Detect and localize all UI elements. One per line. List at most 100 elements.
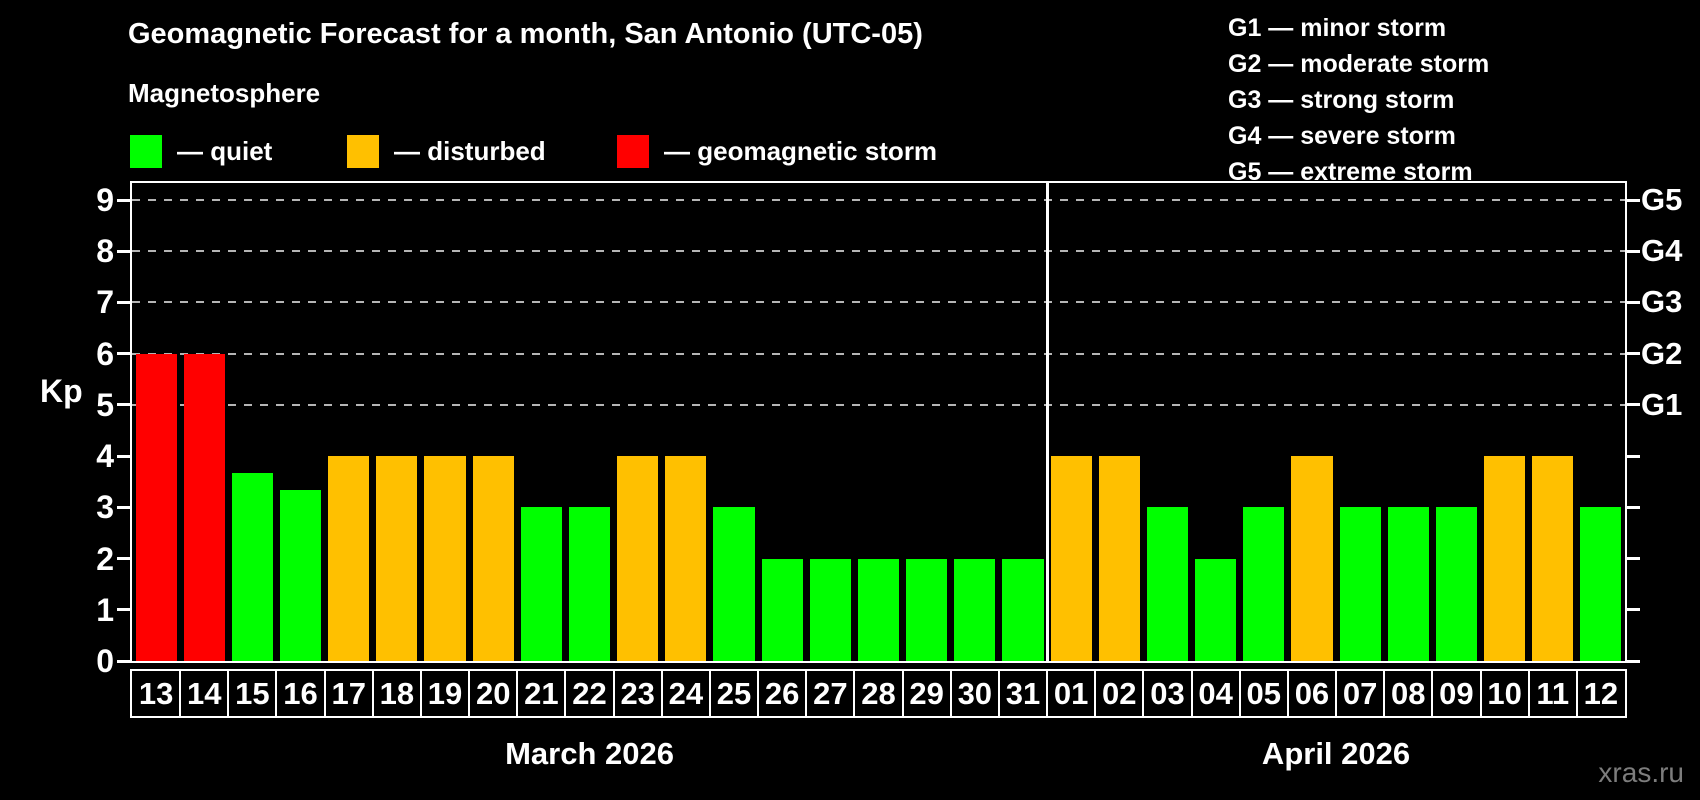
- day-label-21: 21: [524, 676, 559, 711]
- y-tick-left-8: [117, 249, 130, 253]
- day-axis-row: 13 14 15 16 17 18 19 20 21 22 23 24 25 26 27 28 29 30 31 01…: [130, 669, 1627, 718]
- y-tick-right-3: [1627, 505, 1640, 509]
- day-label-30: 30: [957, 676, 993, 711]
- day-box-separator: [708, 671, 711, 716]
- page-title: Geomagnetic Forecast for a month, San An…: [128, 18, 923, 50]
- day-label-27: 27: [813, 676, 848, 711]
- y-tick-right-7: [1627, 300, 1640, 304]
- day-box-separator: [997, 671, 1000, 716]
- day-box-separator: [853, 671, 856, 716]
- y-tick-left-1: [117, 608, 130, 612]
- day-box-separator: [516, 671, 519, 716]
- kp-bar-day-17: [328, 456, 370, 661]
- kp-bar-day-09: [1435, 507, 1477, 661]
- day-label-25: 25: [716, 676, 752, 711]
- y-tick-label-3: 3: [96, 489, 114, 526]
- day-box-separator: [564, 671, 567, 716]
- day-label-28: 28: [861, 676, 896, 711]
- y-tick-right-9: [1627, 198, 1640, 202]
- month-label-march: March 2026: [505, 736, 674, 771]
- gridline-kp9: [132, 199, 1625, 201]
- day-label-18: 18: [379, 676, 415, 711]
- kp-bar-day-13: [135, 353, 177, 661]
- kp-bar-day-16: [279, 490, 322, 661]
- y-tick-left-3: [117, 505, 130, 509]
- day-label-06: 06: [1294, 676, 1330, 711]
- y-tick-right-6: [1627, 352, 1640, 356]
- kp-bar-day-02: [1098, 456, 1140, 661]
- legend-swatch-storm: [617, 134, 649, 168]
- month-labels-row: March 2026 April 2026: [132, 736, 1625, 772]
- day-label-13: 13: [138, 676, 174, 711]
- day-box-separator: [1142, 671, 1145, 716]
- legend-label-disturbed: — disturbed: [394, 136, 546, 166]
- day-label-07: 07: [1342, 676, 1378, 711]
- y-tick-label-8: 8: [96, 233, 114, 270]
- kp-bar-day-15: [231, 473, 273, 661]
- day-box-separator: [1527, 671, 1530, 716]
- right-axis-label-g3: G3: [1641, 284, 1683, 320]
- day-box-separator: [1383, 671, 1386, 716]
- day-box-separator: [1238, 671, 1241, 716]
- storm-scale-line-g4: G4 — severe storm: [1228, 122, 1456, 150]
- y-tick-left-0: [117, 659, 130, 663]
- day-box-separator: [757, 671, 760, 716]
- day-label-19: 19: [427, 676, 463, 711]
- day-label-23: 23: [620, 676, 655, 711]
- kp-bar-day-19: [424, 456, 466, 661]
- day-box-separator: [1286, 671, 1289, 716]
- y-tick-label-1: 1: [96, 591, 114, 628]
- month-divider: [1045, 183, 1049, 661]
- y-tick-left-9: [117, 198, 130, 202]
- day-box-separator: [1046, 671, 1049, 716]
- kp-bar-day-08: [1387, 507, 1429, 661]
- y-tick-label-7: 7: [96, 284, 114, 321]
- legend-swatch-quiet: [130, 134, 162, 168]
- y-tick-right-1: [1627, 608, 1640, 612]
- y-tick-right-2: [1627, 557, 1640, 561]
- legend-item-disturbed: — disturbed: [347, 134, 546, 168]
- right-axis-label-g4: G4: [1641, 233, 1683, 269]
- day-box-separator: [901, 671, 904, 716]
- day-box-separator: [1094, 671, 1097, 716]
- right-axis-label-g1: G1: [1641, 386, 1683, 422]
- day-label-11: 11: [1536, 676, 1570, 711]
- y-tick-left-5: [117, 403, 130, 407]
- magnetosphere-subtitle: Magnetosphere: [128, 78, 321, 108]
- y-tick-right-8: [1627, 249, 1640, 253]
- day-label-01: 01: [1053, 676, 1089, 711]
- kp-bar-day-06: [1291, 456, 1333, 661]
- kp-bar-day-10: [1484, 456, 1526, 661]
- y-tick-label-2: 2: [96, 540, 114, 577]
- kp-bar-day-29: [906, 558, 948, 661]
- y-tick-label-4: 4: [96, 438, 114, 475]
- day-label-08: 08: [1391, 676, 1426, 711]
- legend-label-quiet: — quiet: [177, 136, 273, 166]
- day-label-20: 20: [475, 676, 511, 711]
- y-tick-left-2: [117, 557, 130, 561]
- kp-bar-day-30: [954, 558, 996, 661]
- kp-bar-day-05: [1243, 507, 1285, 661]
- day-label-15: 15: [235, 676, 270, 711]
- day-label-14: 14: [186, 676, 222, 711]
- day-label-03: 03: [1150, 676, 1185, 711]
- kp-bar-day-12: [1580, 507, 1622, 661]
- storm-scale-line-g3: G3 — strong storm: [1228, 86, 1455, 114]
- kp-bar-day-07: [1339, 507, 1381, 661]
- storm-scale-legend: G1 — minor storm G2 — moderate storm G3 — …: [1228, 10, 1489, 190]
- kp-bar-day-11: [1532, 456, 1574, 661]
- y-tick-right-4: [1627, 454, 1640, 458]
- kp-bar-day-03: [1146, 507, 1189, 661]
- kp-bar-day-18: [376, 456, 418, 661]
- day-box-separator: [949, 671, 952, 716]
- kp-bar-day-27: [809, 558, 851, 661]
- y-tick-right-0: [1627, 659, 1640, 663]
- y-tick-left-7: [117, 300, 130, 304]
- day-label-26: 26: [764, 676, 800, 711]
- legend-item-storm: — geomagnetic storm: [617, 134, 937, 168]
- kp-bar-day-20: [472, 456, 514, 661]
- right-axis-label-g5: G5: [1641, 182, 1683, 217]
- y-tick-left-4: [117, 454, 130, 458]
- day-box-separator: [419, 671, 422, 716]
- legend-item-quiet: — quiet: [130, 134, 272, 168]
